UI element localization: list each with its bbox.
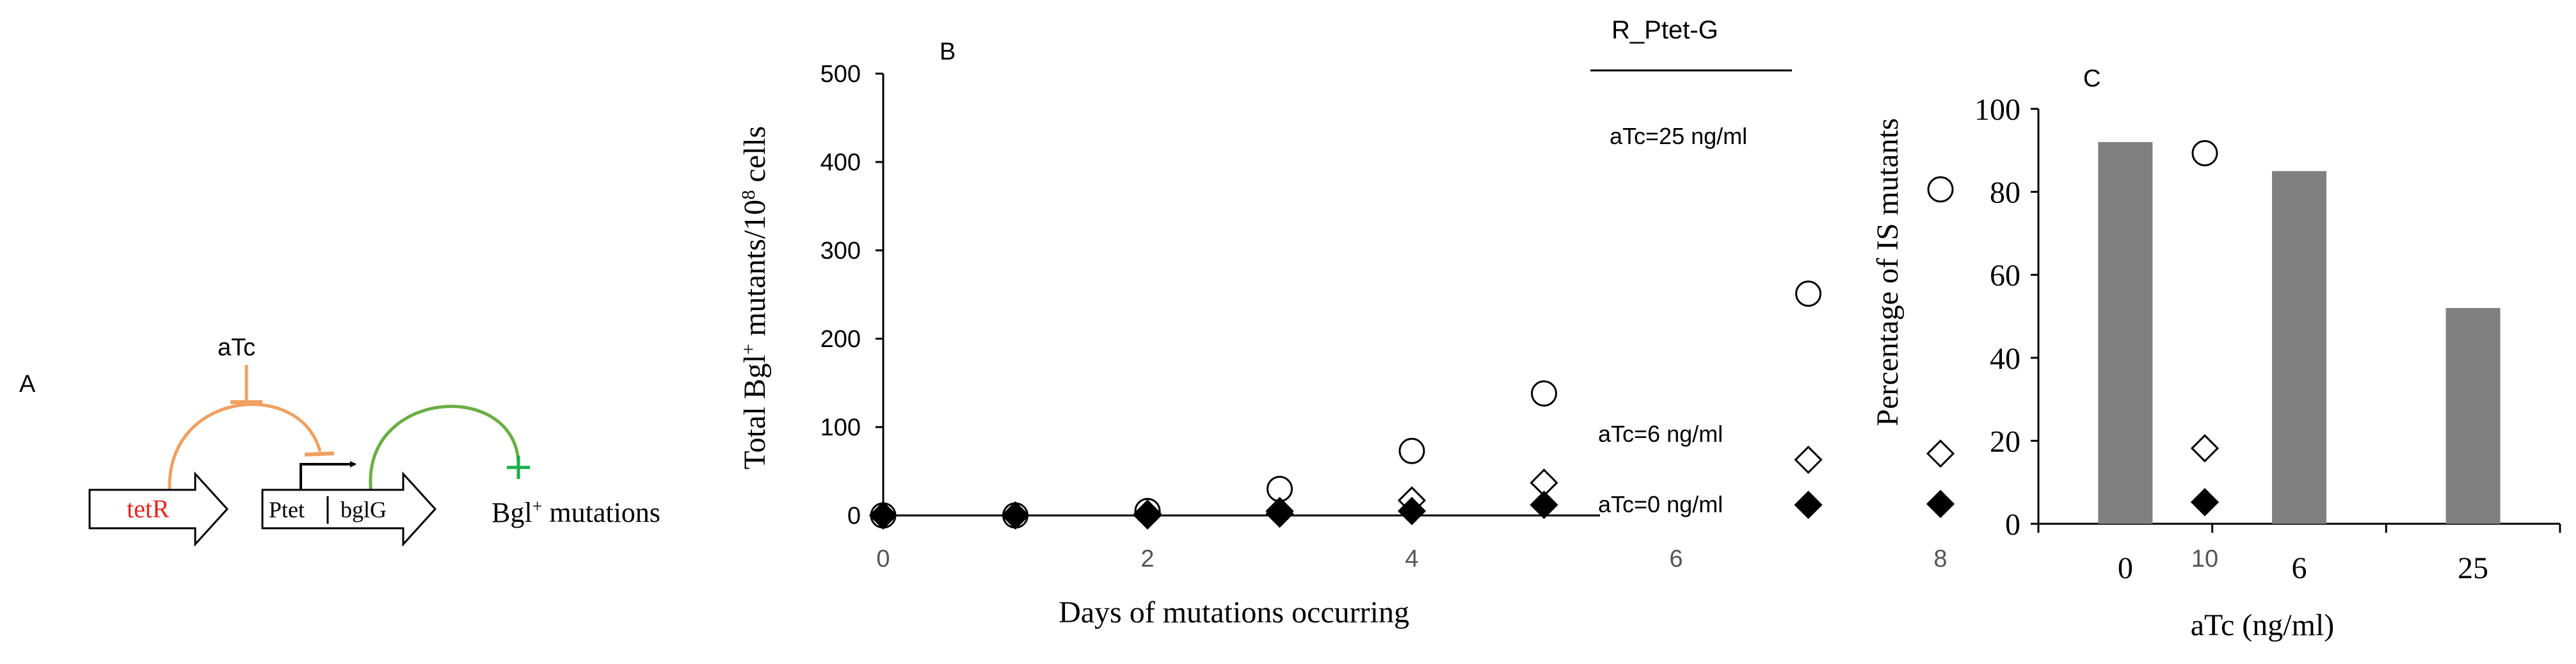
chart-b-points: [868, 140, 2220, 530]
chart-c-y-tick-label: 0: [2005, 508, 2020, 542]
chart-c-xlabel: aTc (ng/ml): [2191, 608, 2335, 642]
chart-b-series-label-1: aTc=6 ng/ml: [1598, 421, 1723, 447]
promoter-arrow: [300, 461, 356, 490]
chart-b-point-series-2: [1397, 496, 1427, 526]
chart-b-point-series-1: [1794, 445, 1823, 474]
chart-c-x-tick-label: 0: [2118, 551, 2133, 585]
chart-c-y-tick-label: 100: [1974, 93, 2020, 127]
chart-b-y-tick-label: 400: [820, 149, 861, 176]
chart-b-point-series-1: [1926, 439, 1955, 468]
bgl-mutations-label: Bgl+ mutations: [492, 497, 660, 529]
tetr-repression-bar: [304, 451, 335, 457]
chart-c-bar: [2098, 142, 2153, 524]
chart-b-point-series-0: [1531, 380, 1557, 407]
ptet-label: Ptet: [269, 497, 305, 522]
chart-c-x-tick-label: 6: [2292, 551, 2307, 585]
chart-b-point-series-2: [1794, 490, 1823, 519]
chart-c-bar: [2272, 171, 2326, 524]
chart-b-point-series-2: [1133, 501, 1162, 530]
chart-b-point-series-0: [2191, 140, 2218, 166]
chart-b-point-series-0: [1795, 280, 1821, 307]
chart-b-x-tick-label: 0: [876, 546, 890, 572]
chart-b-x-tick-label: 2: [1140, 546, 1154, 572]
chart-b-point-series-1: [2190, 433, 2220, 463]
chart-b-axes: [882, 74, 1600, 517]
panel-b-label: B: [940, 38, 956, 65]
atc-label: aTc: [218, 334, 255, 361]
tetr-label: tetR: [127, 494, 170, 523]
chart-c-y-tick-label: 80: [1990, 176, 2020, 210]
chart-b-title: R_Ptet-G: [1612, 16, 1718, 44]
chart-b-point-series-2: [1926, 489, 1955, 519]
panel-a-label: A: [19, 371, 36, 398]
chart-b-point-series-0: [1398, 437, 1425, 464]
chart-b-series-labels: aTc=25 ng/ml aTc=6 ng/ml aTc=0 ng/ml: [1598, 123, 1747, 517]
chart-b-point-series-2: [1001, 501, 1030, 530]
chart-b-y-tick-label: 100: [820, 414, 861, 441]
chart-b-xlabel: Days of mutations occurring: [1059, 595, 1409, 629]
chart-b-point-series-2: [868, 501, 898, 530]
panel-a-diagram: A aTc tetR Ptet bglG Bgl+ mutations: [19, 334, 660, 547]
chart-c-bar: [2445, 308, 2500, 524]
chart-c-y-ticks: 0 20 40 60 80 100: [1974, 93, 2038, 542]
bglg-gene-arrow: [261, 471, 437, 547]
bglg-label: bglG: [340, 497, 387, 522]
chart-b-y-tick-label: 500: [820, 61, 861, 88]
tetr-repression-arc: [168, 403, 322, 490]
chart-c-y-tick-label: 20: [1990, 425, 2020, 458]
chart-b-x-tick-label: 8: [1933, 546, 1947, 572]
chart-b-point-series-2: [2190, 488, 2220, 517]
chart-c-bars: [2098, 142, 2500, 524]
chart-b-point-series-0: [1927, 176, 1954, 203]
chart-b-y-tick-label: 0: [847, 503, 861, 530]
chart-c-y-tick-label: 60: [1990, 259, 2020, 293]
chart-b-y-tick-label: 200: [820, 326, 861, 353]
chart-b-point-series-2: [1530, 490, 1558, 519]
panel-c-label: C: [2083, 65, 2100, 92]
chart-b-series-label-0: aTc=25 ng/ml: [1610, 123, 1747, 149]
chart-b-x-tick-label: 6: [1669, 546, 1683, 572]
chart-b-x-ticks: 0 2 4 6 8 10: [876, 546, 2218, 572]
tetr-gene-arrow: [88, 471, 229, 547]
bglg-activation-arc: [369, 405, 520, 494]
panel-c-bar-chart: C 0 20 40 60 80 100 0 6 25 aTc (ng/ml) Percenta…: [1871, 65, 2561, 642]
chart-b-x-tick-label: 4: [1405, 546, 1418, 572]
chart-c-x-tick-label: 25: [2458, 551, 2488, 585]
chart-b-point-series-2: [1265, 499, 1294, 528]
chart-c-x-ticks: 0 6 25: [2037, 524, 2561, 585]
chart-c-y-tick-label: 40: [1990, 342, 2020, 376]
chart-b-ylabel: Total Bgl+ mutants/108 cells: [738, 126, 772, 470]
chart-b-y-tick-label: 300: [820, 238, 861, 264]
chart-c-ylabel: Percentage of IS mutants: [1871, 118, 1905, 426]
chart-b-x-tick-label: 10: [2191, 546, 2218, 572]
chart-b-y-ticks: 0 100 200 300 400 500: [820, 61, 883, 530]
chart-b-series-label-2: aTc=0 ng/ml: [1598, 491, 1723, 517]
